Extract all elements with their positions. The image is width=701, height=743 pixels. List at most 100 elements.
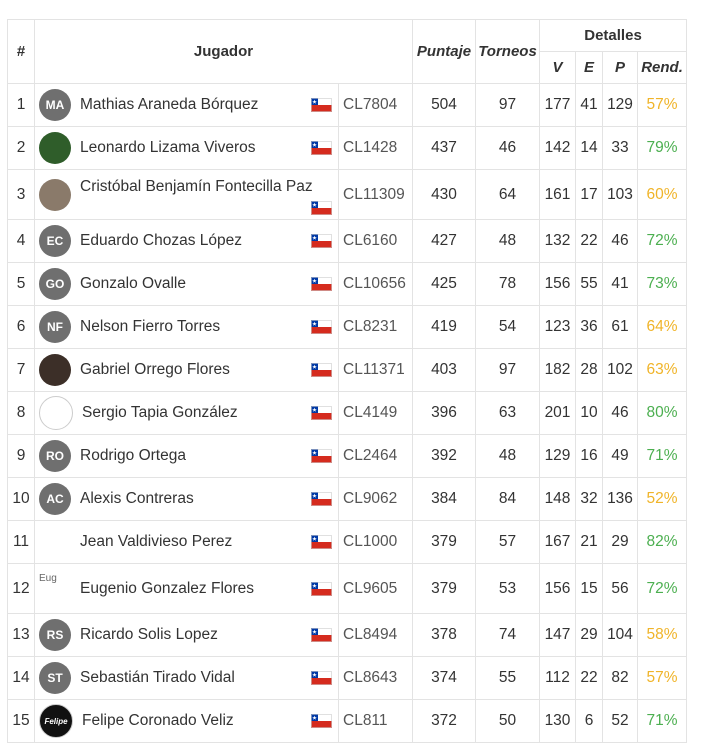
losses-cell: 61 [602,305,638,349]
tournaments-cell: 57 [475,520,540,564]
losses-cell: 82 [602,656,638,700]
draws-cell: 14 [575,126,603,170]
player-name[interactable]: Ricardo Solis Lopez [80,626,218,643]
player-id: CL11371 [338,348,413,392]
score-cell: 392 [412,434,476,478]
player-avatar: RO [39,440,71,472]
player-id: CL1000 [338,520,413,564]
player-header: Jugador [34,19,413,84]
draws-cell: 55 [575,262,603,306]
player-name[interactable]: Gabriel Orrego Flores [80,361,230,378]
wins-cell: 148 [539,477,576,521]
tournaments-cell: 78 [475,262,540,306]
player-avatar: GO [39,268,71,300]
player-name[interactable]: Eduardo Chozas López [80,232,243,249]
losses-cell: 129 [602,83,638,127]
table-row[interactable]: 1 MA Mathias Araneda Bórquez CL7804 504 … [7,83,688,127]
draws-cell: 10 [575,391,603,435]
player-id: CL9605 [338,563,413,614]
player-avatar: Eug [39,572,71,605]
draws-cell: 15 [575,563,603,614]
losses-cell: 103 [602,169,638,220]
table-row[interactable]: 8 Sergio Tapia González CL4149 396 63 20… [7,391,688,435]
table-row[interactable]: 15 Felipe Felipe Coronado Veliz CL811 37… [7,699,688,743]
tournaments-cell: 97 [475,83,540,127]
chile-flag-icon [311,98,332,112]
draws-header: E [575,51,603,84]
player-cell[interactable]: ST Sebastián Tirado Vidal [34,656,339,700]
player-cell[interactable]: Sergio Tapia González [34,391,339,435]
player-cell[interactable]: Felipe Felipe Coronado Veliz [34,699,339,743]
player-cell[interactable]: EC Eduardo Chozas López [34,219,339,263]
player-cell[interactable]: NF Nelson Fierro Torres [34,305,339,349]
wins-cell: 132 [539,219,576,263]
player-name[interactable]: Jean Valdivieso Perez [80,533,233,550]
player-name[interactable]: Sergio Tapia González [82,404,238,421]
rank-cell: 11 [7,520,35,564]
table-row[interactable]: 12 Eug Eugenio Gonzalez Flores CL9605 37… [7,563,688,614]
player-cell[interactable]: Leonardo Lizama Viveros [34,126,339,170]
player-avatar: MA [39,89,71,121]
table-row[interactable]: 7 Gabriel Orrego Flores CL11371 403 97 1… [7,348,688,392]
player-avatar [39,132,71,164]
player-id: CL7804 [338,83,413,127]
rank-cell: 13 [7,613,35,657]
rank-cell: 4 [7,219,35,263]
chile-flag-icon [311,628,332,642]
player-name[interactable]: Leonardo Lizama Viveros [80,139,256,156]
player-cell[interactable]: RS Ricardo Solis Lopez [34,613,339,657]
player-name[interactable]: Alexis Contreras [80,490,194,507]
player-cell[interactable]: GO Gonzalo Ovalle [34,262,339,306]
player-name[interactable]: Rodrigo Ortega [80,447,186,464]
player-name[interactable]: Eugenio Gonzalez Flores [80,579,255,597]
table-row[interactable]: 9 RO Rodrigo Ortega CL2464 392 48 129 16… [7,434,688,478]
player-cell[interactable]: Cristóbal Benjamín Fontecilla Paz [34,169,339,220]
rank-cell: 5 [7,262,35,306]
player-name[interactable]: Sebastián Tirado Vidal [80,669,235,686]
player-cell[interactable]: Jean Valdivieso Perez [34,520,339,564]
draws-cell: 22 [575,656,603,700]
player-name[interactable]: Cristóbal Benjamín Fontecilla Paz [80,178,313,195]
player-cell[interactable]: AC Alexis Contreras [34,477,339,521]
player-cell[interactable]: RO Rodrigo Ortega [34,434,339,478]
chile-flag-icon [311,141,332,155]
player-name[interactable]: Gonzalo Ovalle [80,275,186,292]
player-cell[interactable]: MA Mathias Araneda Bórquez [34,83,339,127]
score-cell: 374 [412,656,476,700]
table-row[interactable]: 10 AC Alexis Contreras CL9062 384 84 148… [7,477,688,521]
player-cell[interactable]: Eug Eugenio Gonzalez Flores [34,563,339,614]
table-row[interactable]: 2 Leonardo Lizama Viveros CL1428 437 46 … [7,126,688,170]
tournaments-cell: 53 [475,563,540,614]
chile-flag-icon [311,581,332,596]
ranking-body: 1 MA Mathias Araneda Bórquez CL7804 50 4 … [7,83,688,743]
player-avatar [39,354,71,386]
tournaments-header: Torneos [475,19,540,84]
table-row[interactable]: 3 Cristóbal Benjamín Fontecilla Paz CL11… [7,169,688,220]
chile-flag-icon [311,234,332,248]
table-row[interactable]: 14 ST Sebastián Tirado Vidal CL8643 374 … [7,656,688,700]
table-row[interactable]: 13 RS Ricardo Solis Lopez CL8494 378 74 … [7,613,688,657]
table-row[interactable]: 4 EC Eduardo Chozas López CL6160 427 48 … [7,219,688,263]
table-row[interactable]: 5 GO Gonzalo Ovalle CL10656 425 78 156 5… [7,262,688,306]
player-cell[interactable]: Gabriel Orrego Flores [34,348,339,392]
score-cell: 378 [412,613,476,657]
losses-header: P [602,51,638,84]
rank-cell: 6 [7,305,35,349]
score-cell: 379 [412,563,476,614]
table-row[interactable]: 6 NF Nelson Fierro Torres CL8231 419 54 … [7,305,688,349]
score-cell: 379 [412,520,476,564]
wins-cell: 129 [539,434,576,478]
performance-cell: 79% [636,126,688,170]
rank-header: # [7,19,35,84]
performance-cell: 82% [636,520,688,564]
player-name[interactable]: Nelson Fierro Torres [80,318,221,335]
performance-cell: 58% [636,613,688,657]
losses-cell: 46 [602,219,638,263]
table-row[interactable]: 11 Jean Valdivieso Perez CL1000 379 57 1… [7,520,688,564]
player-id: CL6160 [338,219,413,263]
player-name[interactable]: Felipe Coronado Veliz [82,712,234,729]
chile-flag-icon [311,714,332,728]
player-name[interactable]: Mathias Araneda Bórquez [80,96,259,113]
player-avatar [39,526,71,558]
player-avatar [39,178,71,211]
